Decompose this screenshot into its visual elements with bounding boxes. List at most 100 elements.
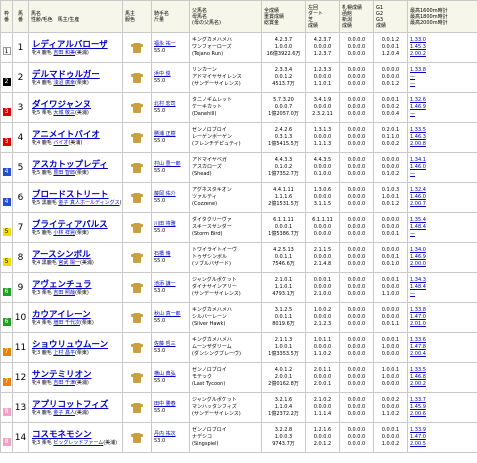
jockey-link[interactable]: 福永 祐一 (154, 40, 176, 47)
prize: 1億7352.7万 (268, 171, 299, 177)
time-link[interactable]: 1.33.9 (410, 427, 426, 433)
time-link[interactable]: 2.01.0 (410, 321, 426, 327)
time-link[interactable]: — (410, 111, 415, 117)
owner-link[interactable]: 金子 真人ホールディングス (58, 200, 120, 206)
jockey-link[interactable]: 丹内 祐次 (154, 430, 176, 437)
time-link[interactable]: 1.46.9 (410, 104, 426, 110)
time-link[interactable]: 1.48.4 (410, 224, 426, 230)
time-link[interactable]: 2.00.4 (410, 351, 426, 357)
time-link[interactable]: 1.33.5 (410, 367, 426, 373)
time-link[interactable]: — (410, 291, 415, 297)
time-link[interactable]: 1.33.6 (410, 337, 426, 343)
horse-name-link[interactable]: レディアルバローザ (32, 40, 108, 50)
time-link[interactable]: 1.47.8 (410, 344, 426, 350)
horse-name-link[interactable]: ブライティアパルス (32, 220, 108, 230)
time-link[interactable]: — (410, 171, 415, 177)
time-link[interactable]: 1.32.4 (410, 187, 426, 193)
horse-name-link[interactable]: アースシンボル (32, 250, 91, 260)
horse-name-link[interactable]: ダイワジャンヌ (32, 100, 92, 110)
time-link[interactable]: — (410, 231, 415, 237)
horse-name-link[interactable]: コスモネモシン (32, 430, 92, 440)
time-link[interactable]: 1.34.0 (410, 247, 426, 253)
owner-link[interactable]: バイオ (53, 140, 69, 146)
jockey-link[interactable]: 石橋 脩 (154, 250, 171, 257)
jockey-link[interactable]: 藤岡 佑介 (154, 190, 176, 197)
owner-link[interactable]: 増田 千代次 (53, 320, 80, 326)
horse-name-link[interactable]: アヴェンチュラ (32, 280, 92, 290)
jockey-link[interactable]: 秋山 真一郎 (154, 310, 181, 317)
jockey-link[interactable]: 田中 勝春 (154, 400, 176, 407)
jockey-link[interactable]: 川田 将雅 (154, 220, 176, 227)
weight: 55.0 (154, 107, 166, 114)
time-link[interactable]: 1.46.8 (410, 374, 426, 380)
horse-name-link[interactable]: ブロードストリート (32, 190, 109, 200)
time-link[interactable]: 1.46.9 (410, 254, 426, 260)
left-record-cell: 1.0.0.2 0.0.0.0 2.1.2.3 (305, 302, 340, 333)
horse-name-link[interactable]: アプリコットフィズ (32, 400, 109, 410)
time-link[interactable]: 2.00.8 (410, 141, 426, 147)
horse-name-link[interactable]: デルマドゥルガー (32, 70, 100, 80)
owner-link[interactable]: 上村 昌平 (53, 350, 75, 356)
jsho: 0.1.0.2 (274, 164, 293, 170)
sire-name: キングカメハメハ (192, 337, 232, 343)
time-link[interactable]: 1.46.0 (410, 164, 426, 170)
owner-link[interactable]: 小林 祥晃 (53, 230, 75, 236)
jockey-link[interactable]: 横山 典弘 (154, 370, 176, 377)
time-link[interactable]: 1.32.6 (410, 97, 426, 103)
umaban: 11 (12, 332, 29, 363)
time-link[interactable]: 1.33.0 (410, 37, 426, 43)
owner-link[interactable]: 吉田 照哉 (53, 290, 75, 296)
time-link[interactable]: — (410, 81, 415, 87)
owner-link[interactable]: 金子 真人 (53, 410, 75, 416)
time-link[interactable]: 1.33.7 (410, 397, 426, 403)
time-link[interactable]: 1.33.8 (410, 67, 426, 73)
owner-link[interactable]: 豊田 智郎 (53, 170, 75, 176)
time-link[interactable]: 1.46.0 (410, 194, 426, 200)
time-link[interactable]: 2.00.0 (410, 261, 426, 267)
jockey-link[interactable]: 村山 豊一郎 (154, 160, 181, 167)
time-link[interactable]: 1.34.1 (410, 157, 426, 163)
time-link[interactable]: 1.47.0 (410, 434, 426, 440)
time-link[interactable]: 1.48.4 (410, 284, 426, 290)
time-link[interactable]: 1.33.8 (410, 307, 426, 313)
horse-name-link[interactable]: サンテミリオン (32, 370, 92, 380)
time-link[interactable]: 2.00.2 (410, 381, 426, 387)
jockey-link[interactable]: 浜中 俊 (154, 70, 171, 77)
time-link[interactable]: 1.35.4 (410, 217, 426, 223)
owner-link[interactable]: 大城 敬三 (53, 110, 75, 116)
breeder: (栗東) (74, 170, 89, 176)
time-link[interactable]: 1.34.3 (410, 277, 426, 283)
time-link[interactable]: 1.45.3 (410, 44, 426, 50)
owner-link[interactable]: 吉田 千津 (53, 380, 75, 386)
left-record: 0.0.0.0 (313, 254, 332, 260)
time-link[interactable]: 2.00.2 (410, 51, 426, 57)
horse-name-link[interactable]: ショウリュウムーン (32, 340, 109, 350)
owner-link[interactable]: ビッグレッドファーム (53, 440, 104, 446)
time-link[interactable]: 1.47.0 (410, 314, 426, 320)
owner-link[interactable]: 浅沼 廣幸 (53, 80, 75, 86)
jockey-link[interactable]: 佐藤 哲三 (154, 340, 176, 347)
jockey-link[interactable]: 池添 謙一 (154, 280, 176, 287)
table-row: 1 1 レディアルバローザ 牝4 鹿毛 吉田 和美(美浦) 福永 祐一 55.0 キングカメ… (0, 32, 477, 63)
horse-name-link[interactable]: アニメイトバイオ (32, 130, 100, 140)
time-link[interactable]: 1.46.3 (410, 134, 426, 140)
time-link[interactable]: 1.45.9 (410, 404, 426, 410)
owner-link[interactable]: 宮武 陽一 (58, 260, 80, 266)
silks-icon (131, 373, 143, 383)
jockey-link[interactable]: 勝浦 正樹 (154, 130, 176, 137)
times-cell: 1.33.7 1.45.9 2.00.6 (407, 392, 477, 423)
time-link[interactable]: 2.00.5 (410, 441, 426, 447)
horse-name-link[interactable]: カウアイレーン (32, 310, 91, 320)
time-link[interactable]: 2.00.7 (410, 201, 426, 207)
jockey-link[interactable]: 北村 宏司 (154, 100, 176, 107)
damsire-name: (Storm Bird) (192, 231, 223, 237)
time-link[interactable]: 1.33.5 (410, 127, 426, 133)
horse-name-link[interactable]: アスカトップレディ (32, 160, 108, 170)
owner-link[interactable]: 吉田 和美 (53, 50, 75, 56)
damsire-name: (Last Tycoon) (192, 381, 226, 387)
time-link[interactable]: — (410, 74, 415, 80)
sex-age-color: 牝4 鹿毛 (32, 140, 52, 146)
time-link[interactable]: 2.00.6 (410, 411, 426, 417)
grade-record: 0.2.0.1 (381, 127, 400, 133)
umaban: 3 (12, 92, 29, 123)
